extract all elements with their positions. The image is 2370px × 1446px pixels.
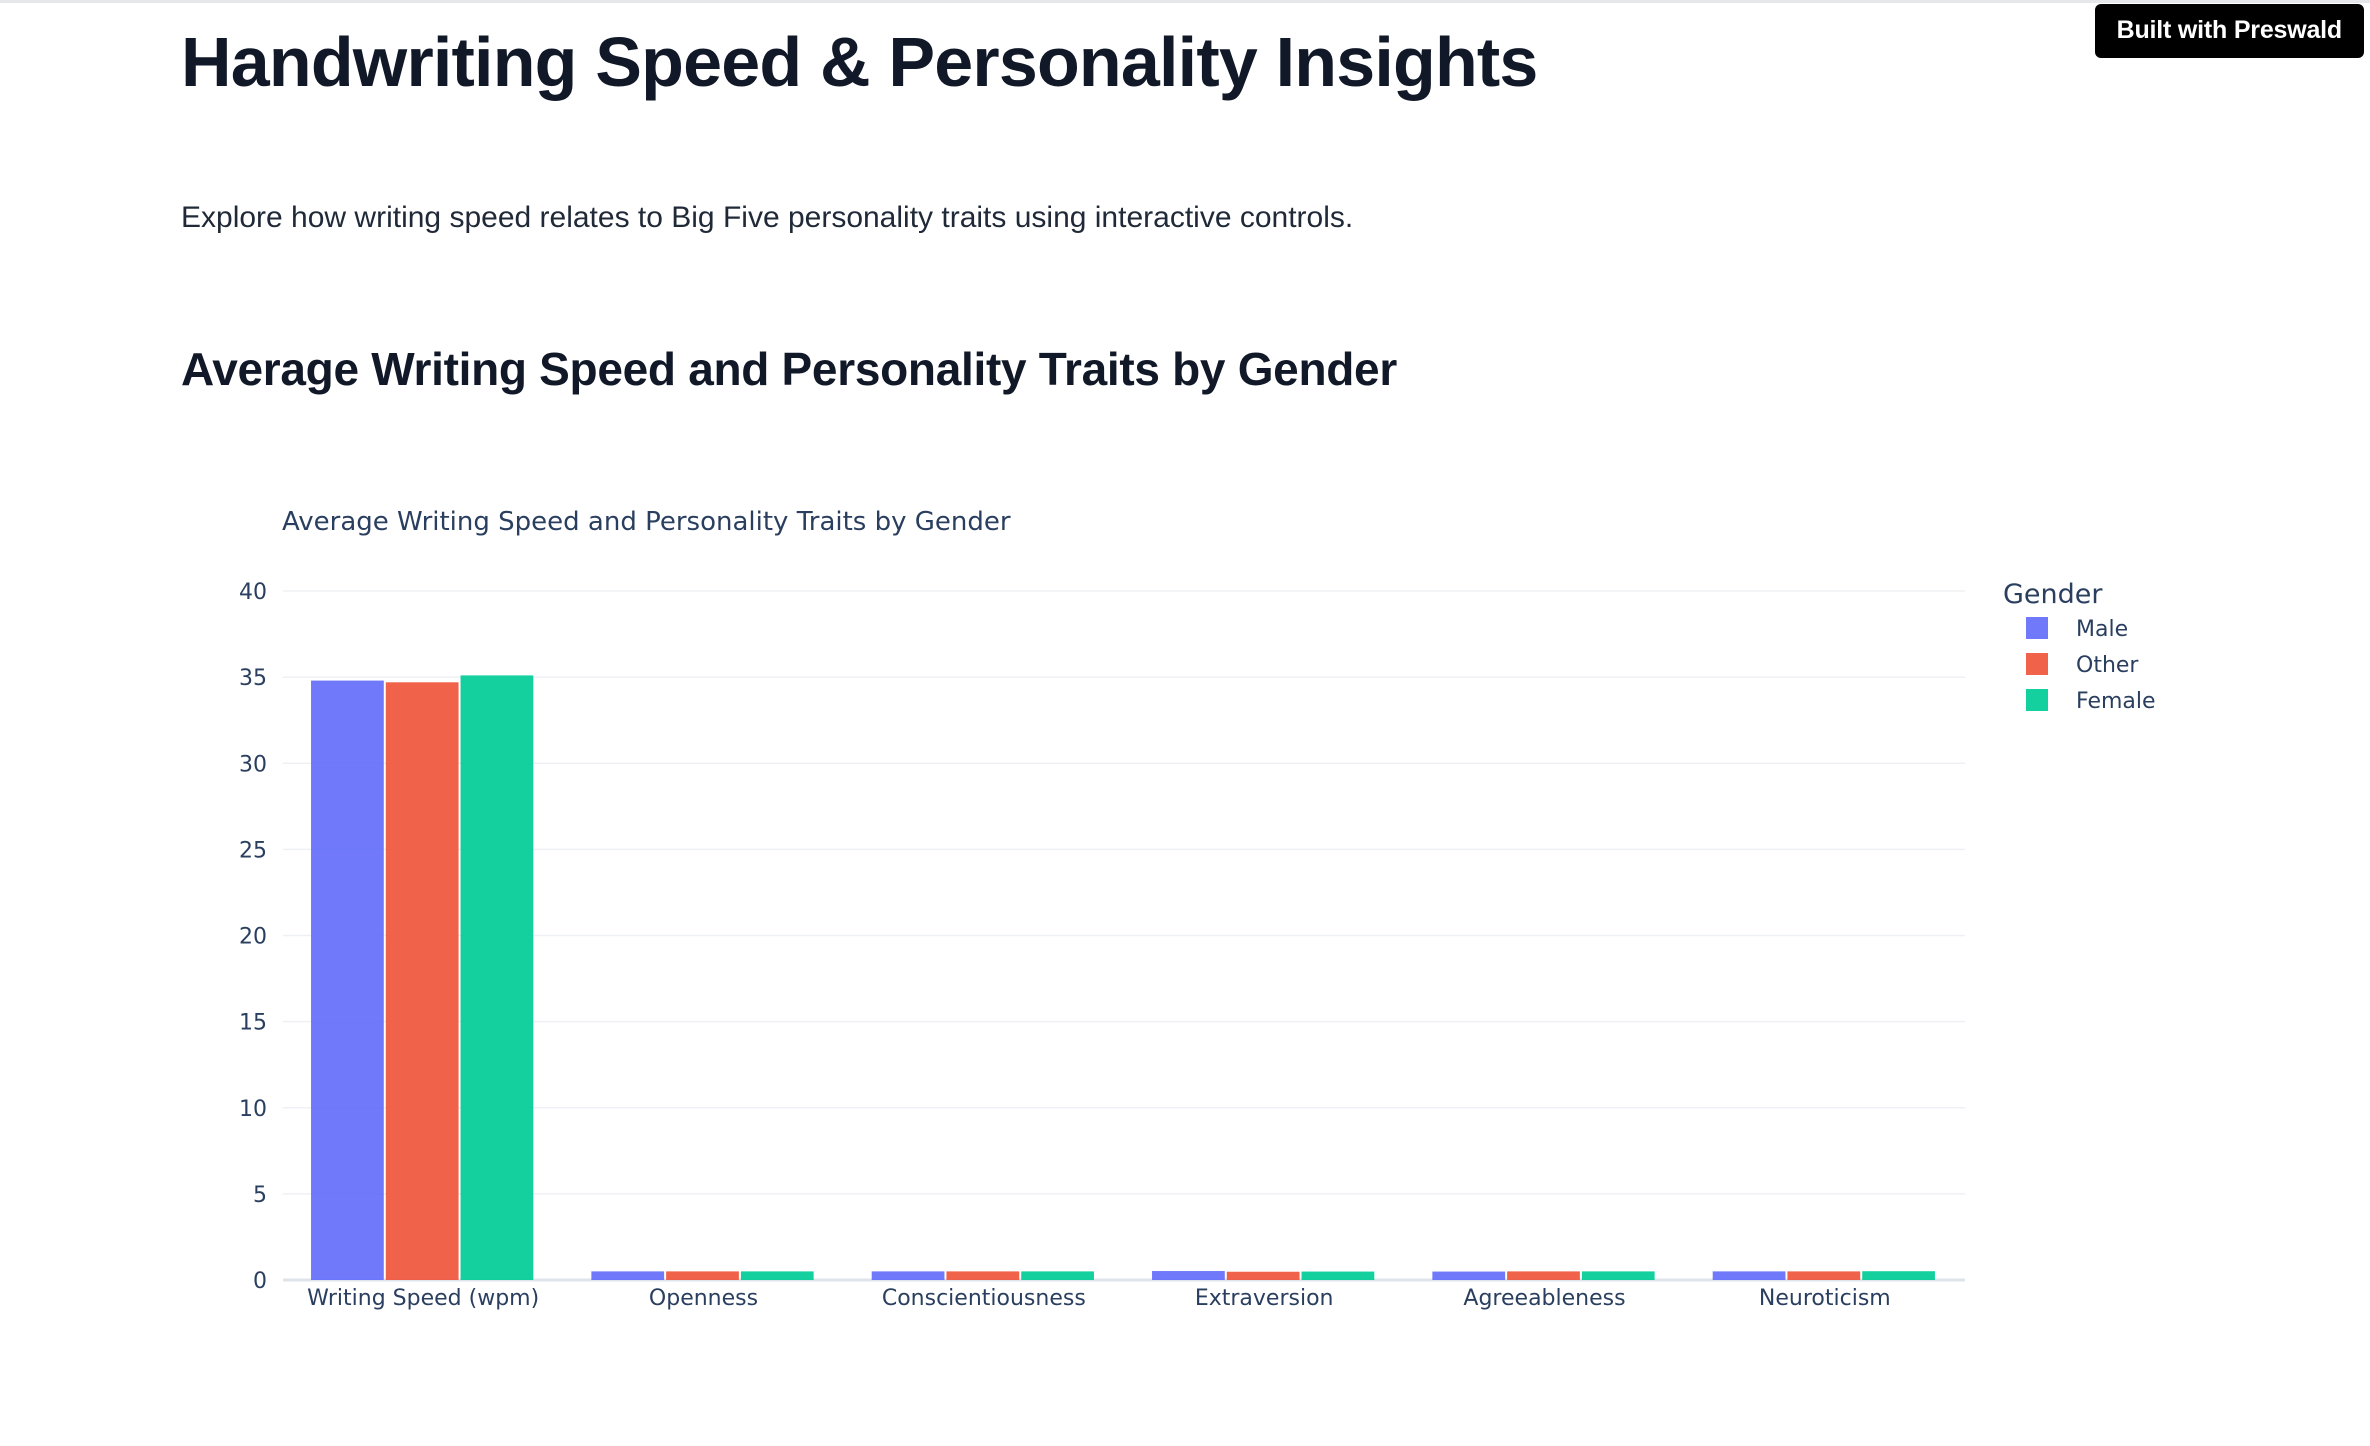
y-tick-label: 5 bbox=[253, 1183, 267, 1208]
bar-male[interactable] bbox=[311, 680, 384, 1280]
bar-male[interactable] bbox=[1152, 1271, 1225, 1280]
bar-male[interactable] bbox=[591, 1271, 665, 1280]
x-tick-label: Agreeableness bbox=[1463, 1286, 1625, 1311]
bar-female[interactable] bbox=[1301, 1271, 1375, 1280]
x-axis-ticks: Writing Speed (wpm) Openness Conscientious… bbox=[307, 1286, 1891, 1311]
bar-female[interactable] bbox=[460, 675, 534, 1280]
gridlines bbox=[283, 590, 1965, 1282]
page-title: Handwriting Speed & Personality Insights bbox=[181, 23, 1538, 101]
bar-other[interactable] bbox=[1507, 1271, 1580, 1280]
bar-other[interactable] bbox=[1787, 1271, 1861, 1280]
bar-female[interactable] bbox=[1021, 1271, 1094, 1280]
legend-label-female[interactable]: Female bbox=[2076, 689, 2156, 714]
y-axis-ticks: 0 5 10 15 20 25 30 35 40 bbox=[239, 580, 267, 1294]
bar-other[interactable] bbox=[385, 682, 459, 1280]
x-tick-label: Extraversion bbox=[1195, 1286, 1334, 1311]
top-border bbox=[0, 0, 2370, 3]
legend-label-other[interactable]: Other bbox=[2076, 653, 2139, 678]
bars[interactable] bbox=[311, 675, 1935, 1280]
x-tick-label: Conscientiousness bbox=[882, 1286, 1086, 1311]
bar-female[interactable] bbox=[740, 1271, 814, 1280]
bar-other[interactable] bbox=[946, 1271, 1020, 1280]
bar-other[interactable] bbox=[1226, 1271, 1300, 1280]
bar-female[interactable] bbox=[1581, 1271, 1655, 1280]
legend-title: Gender bbox=[2003, 579, 2103, 610]
x-tick-label: Openness bbox=[649, 1286, 758, 1311]
legend-swatch-female[interactable] bbox=[2026, 689, 2048, 711]
y-tick-label: 10 bbox=[239, 1097, 267, 1122]
bar-male[interactable] bbox=[1712, 1271, 1786, 1280]
chart-title: Average Writing Speed and Personality Tr… bbox=[282, 507, 1011, 537]
built-with-preswald-badge[interactable]: Built with Preswald bbox=[2094, 4, 2364, 58]
y-tick-label: 15 bbox=[239, 1011, 267, 1036]
bar-male[interactable] bbox=[871, 1271, 945, 1280]
y-tick-label: 40 bbox=[239, 580, 267, 605]
legend-label-male[interactable]: Male bbox=[2076, 617, 2128, 642]
y-tick-label: 30 bbox=[239, 752, 267, 777]
y-tick-label: 20 bbox=[239, 925, 267, 950]
y-tick-label: 35 bbox=[239, 666, 267, 691]
legend-swatch-male[interactable] bbox=[2026, 617, 2048, 639]
section-title: Average Writing Speed and Personality Tr… bbox=[181, 343, 1397, 395]
bar-female[interactable] bbox=[1862, 1271, 1935, 1280]
y-tick-label: 25 bbox=[239, 838, 267, 863]
x-tick-label: Neuroticism bbox=[1759, 1286, 1891, 1311]
bar-male[interactable] bbox=[1432, 1271, 1506, 1280]
y-tick-label: 0 bbox=[253, 1269, 267, 1294]
legend[interactable]: Gender Male Other Female bbox=[2003, 579, 2156, 714]
page-description: Explore how writing speed relates to Big… bbox=[181, 201, 1354, 234]
legend-swatch-other[interactable] bbox=[2026, 653, 2048, 675]
x-tick-label: Writing Speed (wpm) bbox=[307, 1286, 539, 1311]
bar-other[interactable] bbox=[666, 1271, 739, 1280]
